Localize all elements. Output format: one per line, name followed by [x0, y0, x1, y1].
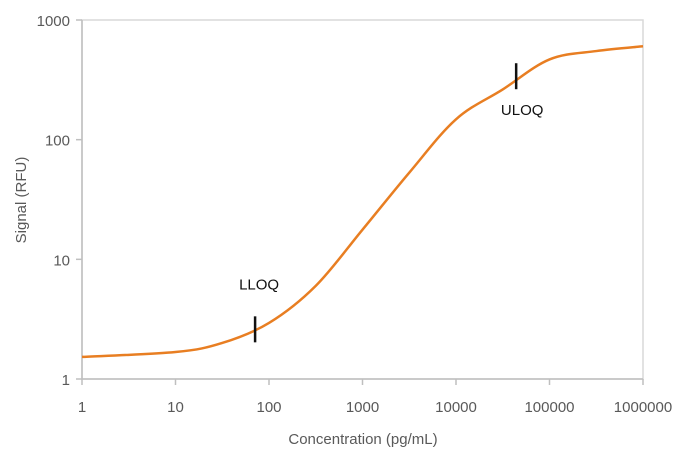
lloq-label: LLOQ: [239, 276, 279, 293]
axes: [76, 19, 644, 385]
plot-border: [81, 19, 644, 380]
tick-labels: 1 10 100 1000 10000 100000 1000000 1 10 100 1000: [37, 13, 673, 416]
y-tick-label: 1: [62, 372, 70, 389]
x-tick-label: 100000: [524, 399, 574, 416]
y-tick-label: 10: [53, 252, 70, 269]
y-axis-label: Signal (RFU): [13, 157, 30, 244]
x-tick-label: 10000: [435, 399, 477, 416]
x-tick-label: 1000000: [614, 399, 672, 416]
x-tick-label: 100: [256, 399, 281, 416]
series-line: [81, 45, 644, 359]
x-tick-label: 1: [78, 399, 86, 416]
x-axis-label: Concentration (pg/mL): [288, 431, 437, 448]
x-tick-label: 1000: [346, 399, 379, 416]
annotations: LLOQ ULOQ: [239, 63, 544, 343]
y-tick-label: 100: [45, 133, 70, 150]
y-tick-label: 1000: [37, 13, 70, 30]
x-tick-label: 10: [167, 399, 184, 416]
uloq-label: ULOQ: [501, 102, 544, 119]
